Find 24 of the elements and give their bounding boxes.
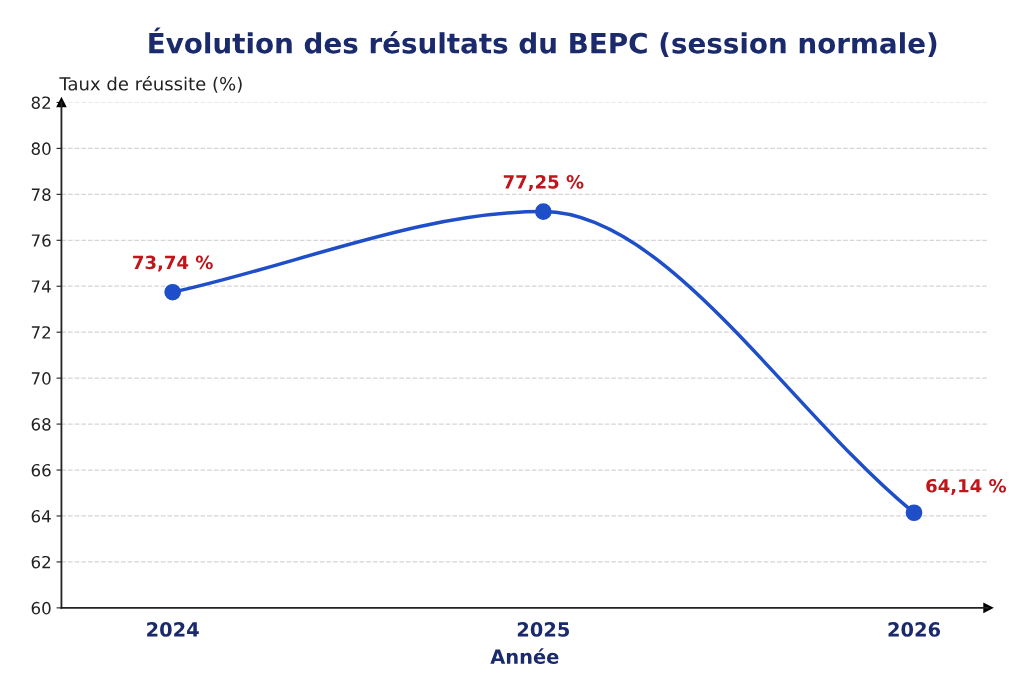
y-tick-label: 78 (31, 188, 51, 201)
y-tick-label: 80 (31, 142, 51, 155)
y-axis-title: Taux de réussite (%) (59, 75, 242, 93)
data-label: 73,74 % (133, 255, 213, 272)
y-tick-label: 82 (31, 96, 51, 110)
data-label: 64,14 % (926, 478, 1007, 495)
y-tick-label: 64 (31, 509, 51, 523)
y-tick-label: 66 (31, 463, 51, 477)
y-tick-label: 72 (31, 326, 51, 339)
y-tick-label: 62 (31, 555, 51, 569)
y-tick-label: 60 (31, 601, 51, 615)
point (164, 283, 181, 301)
point (905, 504, 923, 522)
x-tick-label: 2026 (888, 622, 941, 637)
y-tick-label: 68 (31, 418, 51, 431)
point (535, 203, 552, 220)
y-tick-label: 70 (31, 372, 51, 385)
y-tick-label: 74 (31, 280, 51, 293)
x-axis-title: Année (490, 648, 559, 664)
y-tick-label: 76 (31, 234, 51, 247)
chart-title: Évolution des résultats du BEPC (session normale) (149, 27, 937, 57)
data-label: 77,25 % (503, 174, 584, 191)
x-tick-label: 2024 (147, 622, 199, 637)
x-tick-label: 2025 (517, 622, 570, 637)
